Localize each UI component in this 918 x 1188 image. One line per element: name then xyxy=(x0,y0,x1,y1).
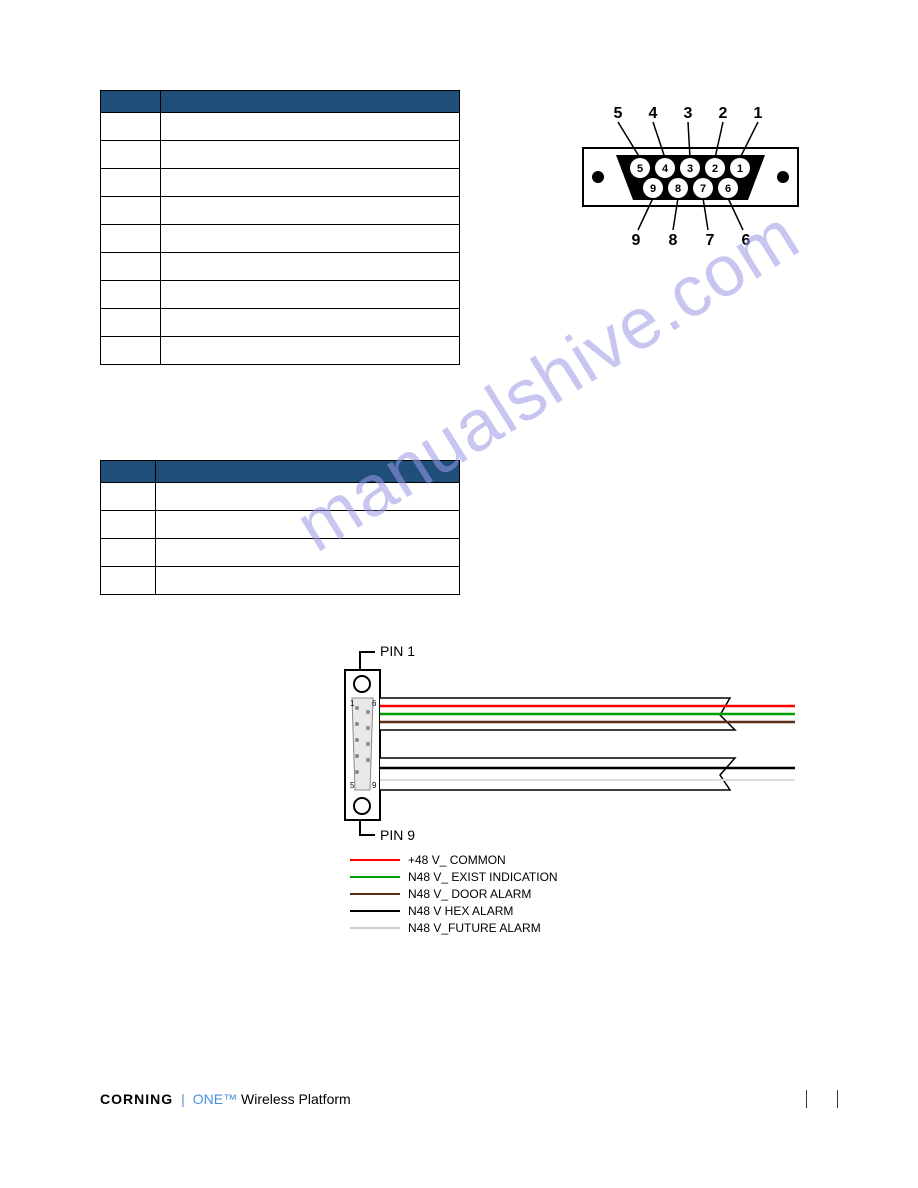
svg-text:2: 2 xyxy=(712,163,718,175)
svg-text:5: 5 xyxy=(614,105,623,122)
footer-brand: CORNING | ONE™ Wireless Platform xyxy=(100,1091,351,1107)
page-footer: CORNING | ONE™ Wireless Platform xyxy=(100,1090,838,1108)
table-row xyxy=(101,567,460,595)
legend-color xyxy=(350,927,400,929)
wiring-diagram: PIN 1 1 6 5 9 PIN 9 xyxy=(300,640,800,938)
legend-color xyxy=(350,859,400,861)
legend-row: N48 V_ EXIST INDICATION xyxy=(350,870,800,884)
footer-bar xyxy=(806,1090,807,1108)
pinout-table-2 xyxy=(100,460,460,595)
table-row xyxy=(101,253,460,281)
svg-text:3: 3 xyxy=(684,105,693,122)
svg-text:PIN 1: PIN 1 xyxy=(380,643,415,659)
table-row xyxy=(101,141,460,169)
legend-row: N48 V HEX ALARM xyxy=(350,904,800,918)
svg-text:2: 2 xyxy=(719,105,728,122)
table-header xyxy=(156,461,460,483)
legend-color xyxy=(350,876,400,878)
table-header xyxy=(101,461,156,483)
legend-color xyxy=(350,910,400,912)
svg-text:4: 4 xyxy=(662,163,669,175)
table-row xyxy=(101,511,460,539)
svg-text:1: 1 xyxy=(737,163,743,175)
table-row xyxy=(101,225,460,253)
page-content: 5 4 3 2 1 5 4 3 2 xyxy=(80,60,838,1128)
legend-color xyxy=(350,893,400,895)
table-row xyxy=(101,113,460,141)
table-row xyxy=(101,483,460,511)
legend-label: N48 V_ DOOR ALARM xyxy=(408,887,531,901)
db9-connector-diagram: 5 4 3 2 1 5 4 3 2 xyxy=(568,100,818,265)
svg-text:1: 1 xyxy=(754,105,763,122)
table-header-row xyxy=(101,461,460,483)
legend-row: N48 V_ DOOR ALARM xyxy=(350,887,800,901)
svg-text:6: 6 xyxy=(742,232,751,249)
svg-text:3: 3 xyxy=(687,163,693,175)
one-brand: ONE™ xyxy=(193,1091,237,1107)
svg-text:7: 7 xyxy=(706,232,715,249)
legend-row: N48 V_FUTURE ALARM xyxy=(350,921,800,935)
svg-text:PIN 9: PIN 9 xyxy=(380,827,415,840)
svg-text:8: 8 xyxy=(675,183,681,195)
table-header xyxy=(161,91,460,113)
svg-text:8: 8 xyxy=(669,232,678,249)
table-row xyxy=(101,169,460,197)
legend-label: N48 V_FUTURE ALARM xyxy=(408,921,541,935)
svg-text:9: 9 xyxy=(632,232,641,249)
svg-text:5: 5 xyxy=(350,781,355,790)
pinout-table-1 xyxy=(100,90,460,365)
svg-text:5: 5 xyxy=(637,163,643,175)
svg-text:4: 4 xyxy=(649,105,658,122)
svg-text:9: 9 xyxy=(372,781,377,790)
platform-text: Wireless Platform xyxy=(241,1091,351,1107)
table-row xyxy=(101,337,460,365)
svg-text:7: 7 xyxy=(700,183,706,195)
svg-text:6: 6 xyxy=(725,183,731,195)
corning-logo: CORNING xyxy=(100,1091,173,1107)
svg-text:1: 1 xyxy=(350,699,355,708)
divider: | xyxy=(181,1091,185,1107)
svg-text:6: 6 xyxy=(372,699,377,708)
svg-text:9: 9 xyxy=(650,183,656,195)
table-row xyxy=(101,281,460,309)
legend-label: N48 V HEX ALARM xyxy=(408,904,513,918)
legend-row: +48 V_ COMMON xyxy=(350,853,800,867)
table-row xyxy=(101,309,460,337)
legend-label: +48 V_ COMMON xyxy=(408,853,506,867)
table-header-row xyxy=(101,91,460,113)
table-row xyxy=(101,539,460,567)
footer-right xyxy=(806,1090,838,1108)
table-header xyxy=(101,91,161,113)
wiring-legend: +48 V_ COMMON N48 V_ EXIST INDICATION N4… xyxy=(350,853,800,935)
table-row xyxy=(101,197,460,225)
legend-label: N48 V_ EXIST INDICATION xyxy=(408,870,558,884)
footer-bar xyxy=(837,1090,838,1108)
